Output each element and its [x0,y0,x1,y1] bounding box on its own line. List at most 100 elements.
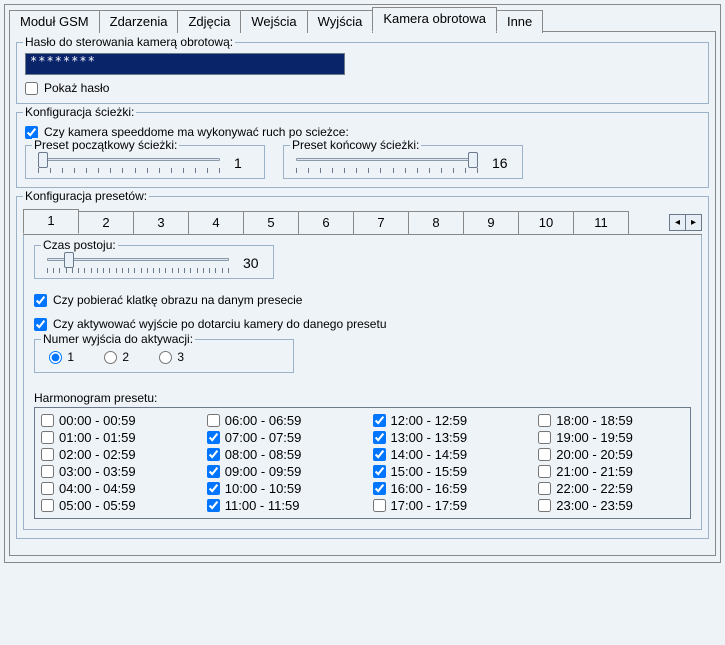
schedule-slot[interactable]: 04:00 - 04:59 [41,480,187,497]
dwell-value: 30 [243,255,265,271]
schedule-slot-checkbox[interactable] [373,465,386,478]
main-tabs: Moduł GSMZdarzeniaZdjęciaWejściaWyjściaK… [9,7,716,32]
schedule-slot[interactable]: 23:00 - 23:59 [538,497,684,514]
output-number-option[interactable]: 2 [104,350,129,364]
activate-output-label: Czy aktywować wyjście po dotarciu kamery… [53,317,387,331]
output-number-radios: 1 2 3 [43,350,285,364]
schedule-slot[interactable]: 18:00 - 18:59 [538,412,684,429]
schedule-slot[interactable]: 11:00 - 11:59 [207,497,353,514]
schedule-slot[interactable]: 09:00 - 09:59 [207,463,353,480]
main-tab[interactable]: Zdarzenia [99,10,179,33]
schedule-slot-checkbox[interactable] [538,465,551,478]
schedule-grid: 00:00 - 00:5906:00 - 06:5912:00 - 12:591… [41,412,684,514]
end-preset-slider[interactable] [292,150,482,176]
schedule-slot[interactable]: 16:00 - 16:59 [373,480,519,497]
show-password-checkbox[interactable] [25,82,38,95]
schedule-slot-checkbox[interactable] [41,414,54,427]
schedule-slot[interactable]: 17:00 - 17:59 [373,497,519,514]
preset-tabs-prev[interactable]: ◂ [669,214,686,231]
preset-tab[interactable]: 11 [573,211,629,234]
schedule-slot-checkbox[interactable] [538,499,551,512]
schedule-slot[interactable]: 14:00 - 14:59 [373,446,519,463]
dwell-group: Czas postoju: 30 [34,245,274,279]
output-number-radio[interactable] [49,351,62,364]
schedule-slot-checkbox[interactable] [538,448,551,461]
preset-tab[interactable]: 4 [188,211,244,234]
preset-tabs-next[interactable]: ▸ [685,214,702,231]
main-tab[interactable]: Zdjęcia [177,10,241,33]
schedule-slot-checkbox[interactable] [41,448,54,461]
schedule-slot-checkbox[interactable] [373,448,386,461]
schedule-slot[interactable]: 03:00 - 03:59 [41,463,187,480]
start-preset-group: Preset początkowy ścieżki: 1 [25,145,265,179]
output-number-radio[interactable] [104,351,117,364]
schedule-slot[interactable]: 22:00 - 22:59 [538,480,684,497]
preset-tab[interactable]: 1 [23,209,79,234]
schedule-slot-checkbox[interactable] [373,431,386,444]
schedule-slot[interactable]: 19:00 - 19:59 [538,429,684,446]
start-preset-slider[interactable] [34,150,224,176]
schedule-box: 00:00 - 00:5906:00 - 06:5912:00 - 12:591… [34,407,691,519]
preset-tab[interactable]: 6 [298,211,354,234]
schedule-slot[interactable]: 01:00 - 01:59 [41,429,187,446]
preset-tab[interactable]: 7 [353,211,409,234]
preset-body: Czas postoju: 30 Czy pobierać klatkę obr… [23,235,702,530]
preset-tab[interactable]: 8 [408,211,464,234]
schedule-slot[interactable]: 08:00 - 08:59 [207,446,353,463]
preset-tab[interactable]: 9 [463,211,519,234]
schedule-slot-checkbox[interactable] [373,414,386,427]
schedule-slot-label: 17:00 - 17:59 [391,497,468,514]
main-tab[interactable]: Wejścia [240,10,307,33]
schedule-slot-checkbox[interactable] [41,499,54,512]
main-tab[interactable]: Inne [496,10,543,33]
preset-tab[interactable]: 10 [518,211,574,234]
end-preset-value: 16 [492,155,514,171]
preset-tab[interactable]: 5 [243,211,299,234]
schedule-slot[interactable]: 21:00 - 21:59 [538,463,684,480]
preset-tabs: 1234567891011 ◂ ▸ [23,209,702,235]
schedule-slot-checkbox[interactable] [207,482,220,495]
main-tab[interactable]: Kamera obrotowa [372,7,497,32]
grab-frame-checkbox[interactable] [34,294,47,307]
schedule-slot[interactable]: 06:00 - 06:59 [207,412,353,429]
start-preset-value: 1 [234,155,256,171]
main-tab[interactable]: Wyjścia [307,10,374,33]
schedule-slot[interactable]: 20:00 - 20:59 [538,446,684,463]
schedule-slot-checkbox[interactable] [41,482,54,495]
schedule-slot-checkbox[interactable] [207,499,220,512]
schedule-slot-label: 21:00 - 21:59 [556,463,633,480]
path-enable-checkbox[interactable] [25,126,38,139]
schedule-slot[interactable]: 00:00 - 00:59 [41,412,187,429]
tab-content: Hasło do sterowania kamerą obrotową: ***… [9,31,716,556]
activate-output-checkbox[interactable] [34,318,47,331]
schedule-slot-checkbox[interactable] [41,465,54,478]
password-input[interactable]: ******** [25,53,345,75]
schedule-slot[interactable]: 10:00 - 10:59 [207,480,353,497]
schedule-slot[interactable]: 13:00 - 13:59 [373,429,519,446]
schedule-slot-checkbox[interactable] [538,431,551,444]
schedule-slot[interactable]: 15:00 - 15:59 [373,463,519,480]
output-number-legend: Numer wyjścia do aktywacji: [41,332,195,346]
schedule-slot-checkbox[interactable] [538,482,551,495]
schedule-slot-checkbox[interactable] [373,482,386,495]
dwell-slider[interactable] [43,250,233,276]
schedule-slot-checkbox[interactable] [373,499,386,512]
schedule-slot-checkbox[interactable] [207,448,220,461]
schedule-slot-label: 10:00 - 10:59 [225,480,302,497]
schedule-slot-checkbox[interactable] [41,431,54,444]
schedule-slot-label: 04:00 - 04:59 [59,480,136,497]
schedule-slot[interactable]: 05:00 - 05:59 [41,497,187,514]
output-number-radio[interactable] [159,351,172,364]
schedule-slot-checkbox[interactable] [207,465,220,478]
schedule-slot-checkbox[interactable] [538,414,551,427]
preset-tab[interactable]: 2 [78,211,134,234]
schedule-slot-checkbox[interactable] [207,414,220,427]
output-number-option[interactable]: 1 [49,350,74,364]
schedule-slot-checkbox[interactable] [207,431,220,444]
preset-tab[interactable]: 3 [133,211,189,234]
schedule-slot[interactable]: 07:00 - 07:59 [207,429,353,446]
output-number-option[interactable]: 3 [159,350,184,364]
schedule-slot[interactable]: 02:00 - 02:59 [41,446,187,463]
main-tab[interactable]: Moduł GSM [9,10,100,33]
schedule-slot[interactable]: 12:00 - 12:59 [373,412,519,429]
